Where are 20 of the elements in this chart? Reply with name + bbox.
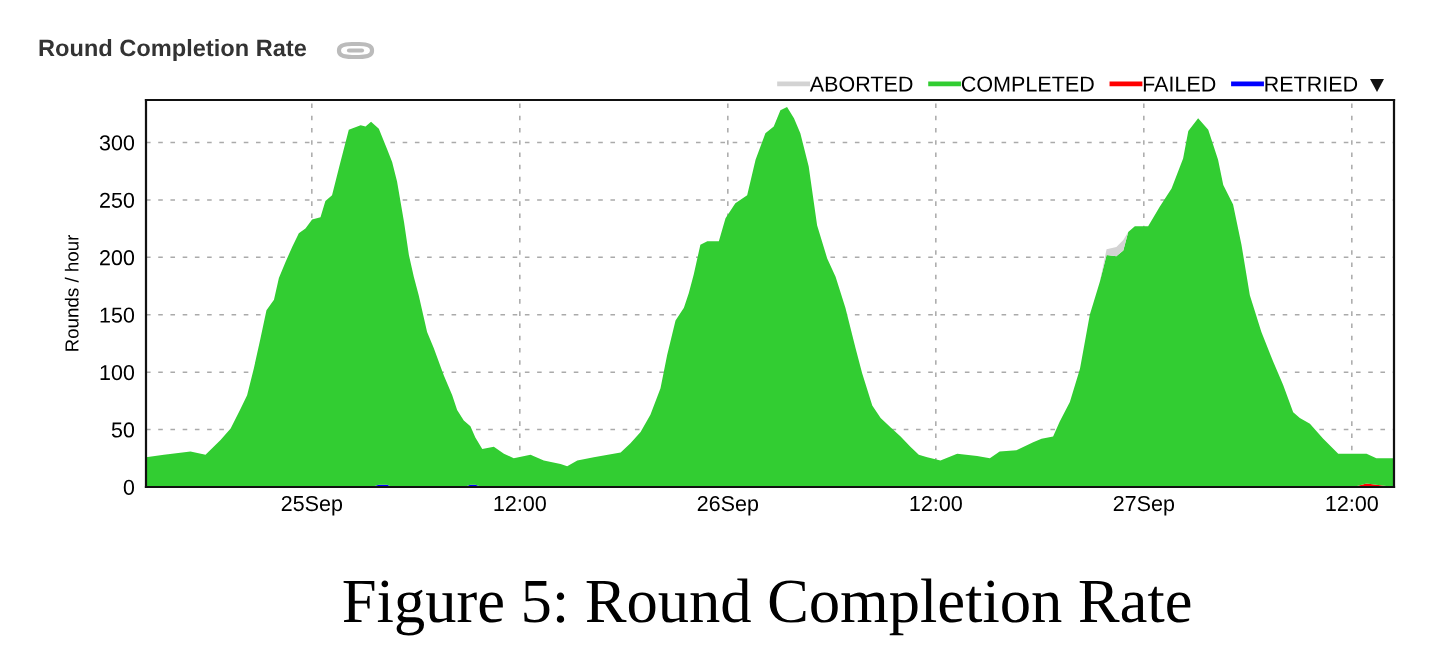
y-tick-label: 250 (100, 192, 135, 208)
y-tick-label: 200 (100, 250, 135, 266)
y-tick-label: 150 (100, 307, 135, 323)
legend-label: RETRIED (1265, 76, 1358, 92)
caption: Figure 5: Round Completion Rate (343, 578, 1191, 636)
legend-label: FAILED (1143, 76, 1216, 92)
legend-label: COMPLETED (961, 76, 1094, 92)
y-tick-label: 100 (100, 364, 135, 381)
y-tick-label: 50 (111, 422, 135, 438)
x-tick-label: 12:00 (494, 495, 546, 512)
x-tick-label: 26Sep (697, 495, 759, 516)
y-tick-label: 300 (99, 135, 135, 151)
x-tick-label: 12:00 (910, 495, 962, 512)
x-tick-label: 27Sep (1113, 495, 1175, 516)
y-tick-label: 0 (123, 479, 135, 496)
legend-label: ABORTED (809, 76, 913, 92)
y-axis-title: Rounds / hour (64, 234, 79, 351)
x-tick-label: 12:00 (1326, 495, 1378, 512)
chart-title: Round Completion Rate (39, 39, 307, 61)
x-tick-label: 25Sep (281, 495, 343, 516)
